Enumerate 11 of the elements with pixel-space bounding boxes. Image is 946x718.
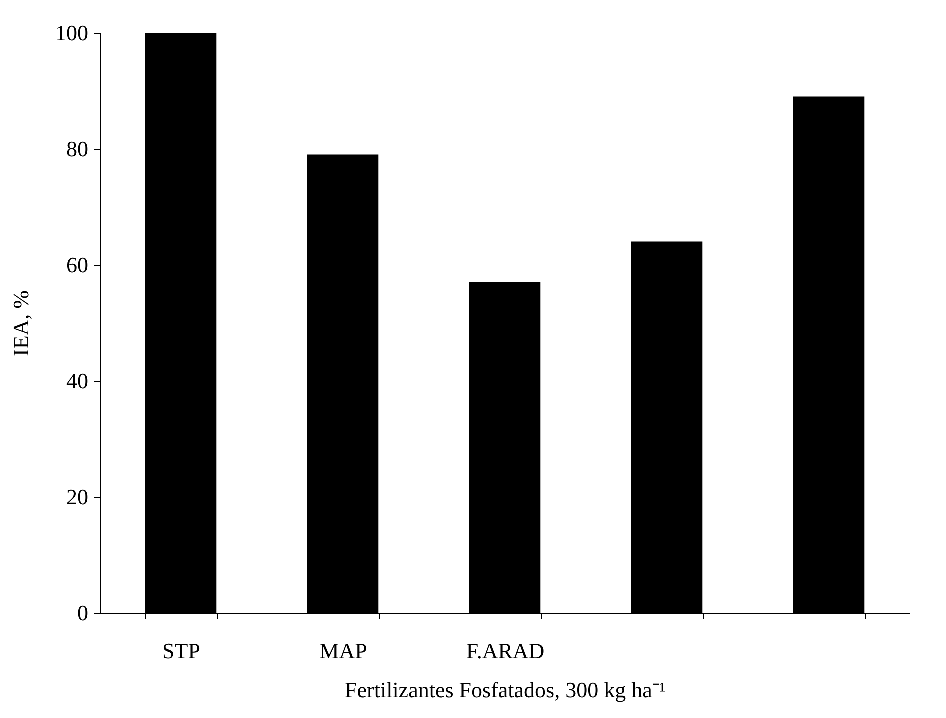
y-tick-label: 80 [66, 136, 88, 162]
y-tick-label: 40 [66, 368, 88, 394]
y-tick-label: 20 [66, 484, 88, 510]
x-tick-label: MAP [320, 638, 368, 664]
y-tick-label: 60 [66, 252, 88, 278]
x-tick-label: F.ARAD [466, 638, 545, 664]
y-tick-label: 100 [56, 20, 88, 46]
x-tick-label: STP [162, 638, 200, 664]
y-axis-title: IEA, % [8, 290, 34, 356]
x-axis-title: Fertilizantes Fosfatados, 300 kg ha⁻¹ [345, 678, 666, 702]
y-tick-label: 0 [78, 600, 88, 626]
